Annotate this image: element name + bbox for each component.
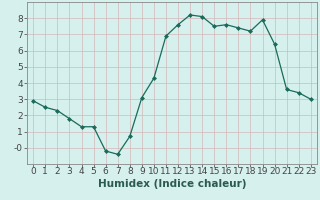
X-axis label: Humidex (Indice chaleur): Humidex (Indice chaleur) (98, 179, 246, 189)
